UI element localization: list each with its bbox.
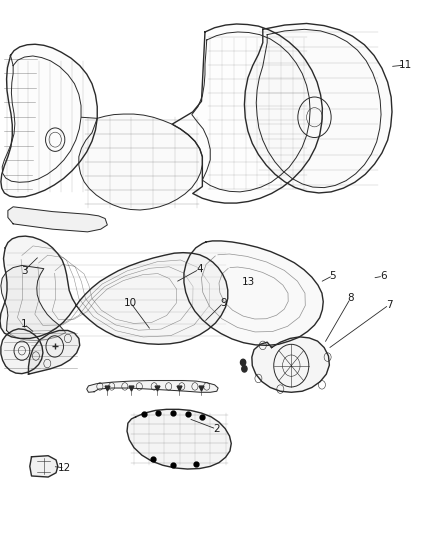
Text: 4: 4 xyxy=(196,264,203,274)
Polygon shape xyxy=(1,329,43,374)
Polygon shape xyxy=(172,24,322,203)
Text: 3: 3 xyxy=(21,266,28,276)
Text: 1: 1 xyxy=(21,319,28,329)
Circle shape xyxy=(240,359,246,366)
Text: 11: 11 xyxy=(399,60,412,70)
Polygon shape xyxy=(1,265,66,341)
Polygon shape xyxy=(1,44,97,197)
Polygon shape xyxy=(28,330,80,374)
Polygon shape xyxy=(252,337,329,392)
Polygon shape xyxy=(87,381,218,392)
Polygon shape xyxy=(0,236,228,344)
Polygon shape xyxy=(244,23,392,193)
Text: 12: 12 xyxy=(58,463,71,473)
Polygon shape xyxy=(8,207,107,232)
Polygon shape xyxy=(79,114,202,210)
Text: 6: 6 xyxy=(380,271,387,281)
Text: 2: 2 xyxy=(213,424,220,434)
Circle shape xyxy=(242,366,247,372)
Polygon shape xyxy=(30,456,58,477)
Text: 10: 10 xyxy=(124,298,137,308)
Text: 13: 13 xyxy=(242,278,255,287)
Text: 7: 7 xyxy=(385,300,392,310)
Text: 5: 5 xyxy=(329,271,336,280)
Text: 8: 8 xyxy=(347,294,354,303)
Text: 9: 9 xyxy=(220,298,227,308)
Polygon shape xyxy=(127,409,231,469)
Polygon shape xyxy=(184,241,323,345)
